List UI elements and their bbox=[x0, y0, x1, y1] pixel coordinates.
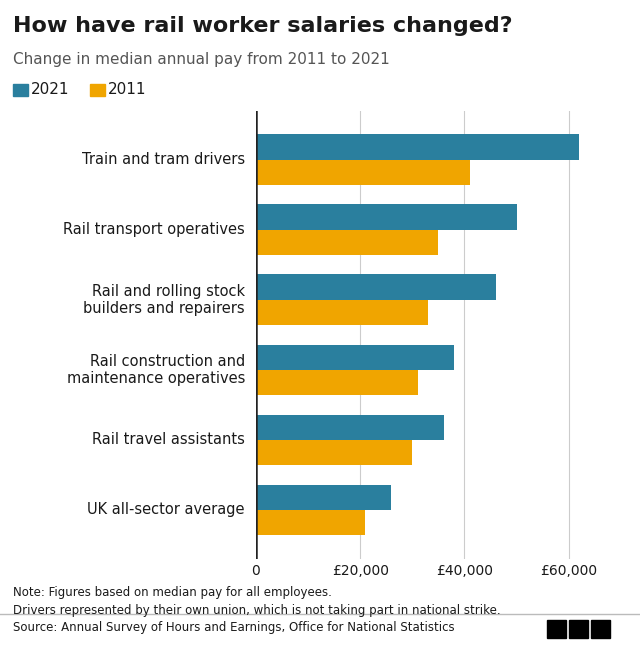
Bar bbox=[256, 415, 444, 440]
Bar bbox=[256, 135, 579, 159]
Text: Source: Annual Survey of Hours and Earnings, Office for National Statistics: Source: Annual Survey of Hours and Earni… bbox=[13, 621, 454, 634]
Bar bbox=[256, 510, 365, 535]
Text: How have rail worker salaries changed?: How have rail worker salaries changed? bbox=[13, 16, 513, 36]
Bar bbox=[256, 274, 496, 300]
Text: B: B bbox=[574, 624, 583, 634]
Bar bbox=[256, 344, 454, 370]
Bar bbox=[256, 300, 428, 325]
Text: 2021: 2021 bbox=[31, 82, 70, 97]
Bar bbox=[256, 370, 417, 395]
Text: Change in median annual pay from 2011 to 2021: Change in median annual pay from 2011 to… bbox=[13, 52, 390, 67]
Bar bbox=[256, 204, 516, 229]
Bar bbox=[256, 440, 412, 465]
Bar bbox=[256, 159, 470, 185]
Bar bbox=[256, 485, 392, 510]
Text: 2011: 2011 bbox=[108, 82, 147, 97]
Text: B: B bbox=[552, 624, 561, 634]
Text: Note: Figures based on median pay for all employees.
Drivers represented by thei: Note: Figures based on median pay for al… bbox=[13, 586, 500, 618]
Text: C: C bbox=[596, 624, 604, 634]
Bar bbox=[256, 229, 438, 255]
